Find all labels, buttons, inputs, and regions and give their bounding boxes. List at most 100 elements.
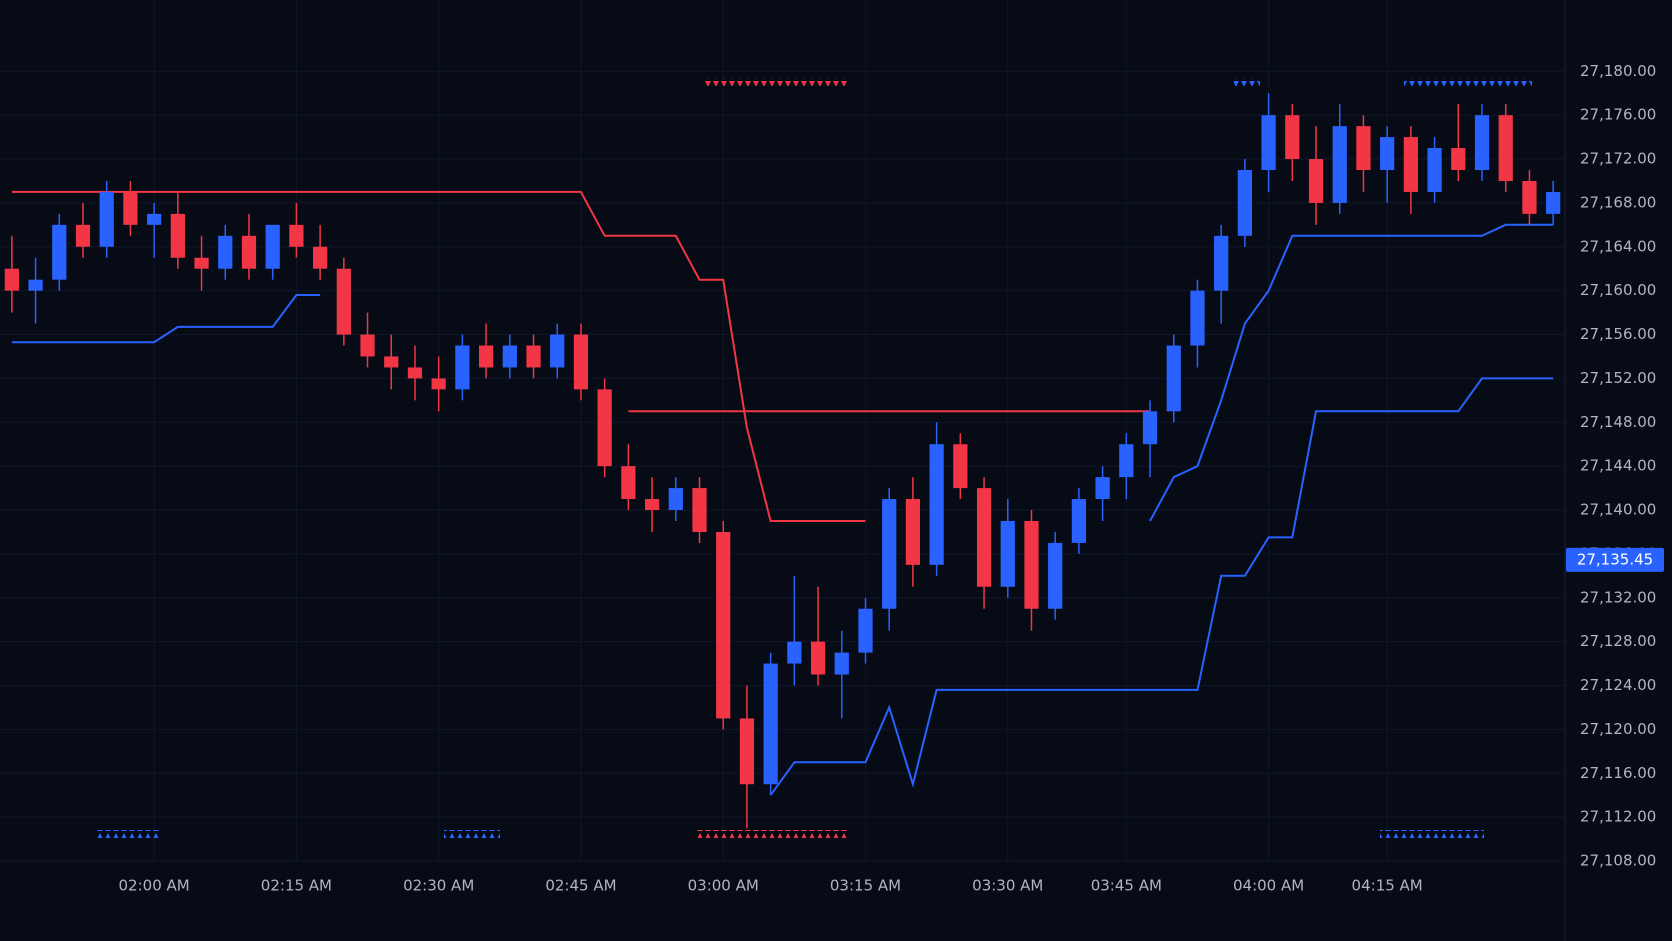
- candle-body: [99, 191, 114, 247]
- candle-body: [241, 235, 257, 269]
- candle-body: [1000, 520, 1015, 587]
- y-tick-label: 27,160.00: [1580, 281, 1656, 299]
- candle-body: [1522, 180, 1537, 214]
- signal-markers: [1404, 78, 1532, 86]
- y-tick-label: 27,152.00: [1580, 369, 1656, 387]
- candle-body: [1308, 159, 1324, 203]
- level-line: [769, 377, 1554, 796]
- level-line: [1149, 223, 1554, 522]
- candle-body: [739, 718, 755, 785]
- candle-body: [763, 663, 778, 785]
- y-tick-label: 27,124.00: [1580, 676, 1656, 694]
- y-tick-label: 27,156.00: [1580, 325, 1656, 343]
- candle-body: [573, 334, 589, 390]
- candle-body: [621, 466, 636, 500]
- x-tick-label: 03:00 AM: [688, 877, 759, 895]
- y-tick-label: 27,120.00: [1580, 720, 1656, 738]
- x-tick-label: 02:45 AM: [545, 877, 616, 895]
- plot: [0, 0, 1565, 862]
- y-tick-label: 27,140.00: [1580, 501, 1656, 519]
- candle-body: [1024, 520, 1039, 609]
- candle-body: [953, 444, 968, 489]
- candle-body: [905, 499, 921, 565]
- candle-body: [1451, 148, 1466, 171]
- candle-body: [976, 488, 992, 587]
- candle-body: [929, 444, 944, 565]
- candle-body: [1427, 148, 1442, 192]
- candle-body: [1380, 137, 1395, 171]
- candle-body: [882, 499, 897, 609]
- candle-body: [313, 246, 328, 269]
- candle-body: [1498, 115, 1513, 181]
- candle-body: [810, 641, 826, 675]
- candle-body: [834, 652, 849, 675]
- y-tick-label: 27,180.00: [1580, 62, 1656, 80]
- y-tick-label: 27,172.00: [1580, 150, 1656, 168]
- candle-body: [28, 279, 43, 291]
- signal-markers: [704, 78, 848, 86]
- x-tick-label: 02:00 AM: [119, 877, 190, 895]
- candle-body: [455, 345, 470, 390]
- y-tick-label: 27,144.00: [1580, 457, 1656, 475]
- candle-body: [478, 345, 494, 368]
- candle-body: [1071, 499, 1087, 543]
- candle-body: [1261, 115, 1276, 171]
- candle-body: [668, 488, 683, 511]
- candle-body: [1190, 290, 1205, 346]
- candle-body: [123, 191, 138, 225]
- candle-body: [597, 389, 612, 467]
- candle-body: [716, 531, 731, 719]
- candle-body: [1474, 115, 1490, 171]
- candle-body: [550, 334, 565, 368]
- candle-body: [147, 213, 162, 225]
- y-tick-label: 27,116.00: [1580, 764, 1656, 782]
- candle-body: [218, 235, 233, 269]
- y-tick-label: 27,112.00: [1580, 808, 1656, 826]
- y-tick-label: 27,148.00: [1580, 413, 1656, 431]
- x-tick-label: 04:00 AM: [1233, 877, 1304, 895]
- signal-markers: [696, 830, 848, 838]
- candle-body: [502, 345, 517, 368]
- candle-body: [858, 608, 873, 653]
- candle-body: [1356, 126, 1371, 171]
- candle-body: [4, 268, 19, 291]
- candle-body: [1166, 345, 1181, 412]
- signal-markers: [1234, 78, 1260, 86]
- candle-body: [1142, 411, 1158, 445]
- level-line: [11, 190, 866, 522]
- candle-body: [170, 213, 185, 258]
- x-tick-label: 02:30 AM: [403, 877, 474, 895]
- candle-body: [692, 488, 707, 532]
- candle-body: [52, 224, 67, 280]
- x-tick-label: 03:45 AM: [1091, 877, 1162, 895]
- candle-body: [194, 257, 209, 269]
- x-tick-label: 03:15 AM: [830, 877, 901, 895]
- y-tick-label: 27,108.00: [1580, 852, 1656, 870]
- candle-body: [1285, 115, 1300, 160]
- candle-body: [787, 641, 802, 664]
- candle-body: [289, 224, 304, 247]
- candle-body: [360, 334, 375, 357]
- candle-body: [526, 345, 541, 368]
- x-tick-label: 04:15 AM: [1352, 877, 1423, 895]
- y-tick-label: 27,128.00: [1580, 632, 1656, 650]
- candle-body: [265, 224, 280, 269]
- x-tick-label: 02:15 AM: [261, 877, 332, 895]
- candle-body: [1403, 137, 1418, 192]
- candle-body: [384, 356, 399, 368]
- candle-body: [1214, 235, 1229, 291]
- level-line: [11, 294, 321, 344]
- candle-body: [75, 224, 91, 247]
- candle-body: [431, 378, 446, 390]
- candle-body: [407, 367, 423, 379]
- y-tick-label: 27,168.00: [1580, 193, 1656, 211]
- candle-body: [336, 268, 351, 335]
- x-tick-label: 03:30 AM: [972, 877, 1043, 895]
- y-tick-label: 27,132.00: [1580, 588, 1656, 606]
- candle-body: [644, 499, 660, 511]
- candle-body: [1332, 126, 1347, 203]
- y-tick-label: 27,176.00: [1580, 106, 1656, 124]
- price-tag-label: 27,135.45: [1577, 550, 1653, 568]
- signal-markers: [96, 830, 160, 838]
